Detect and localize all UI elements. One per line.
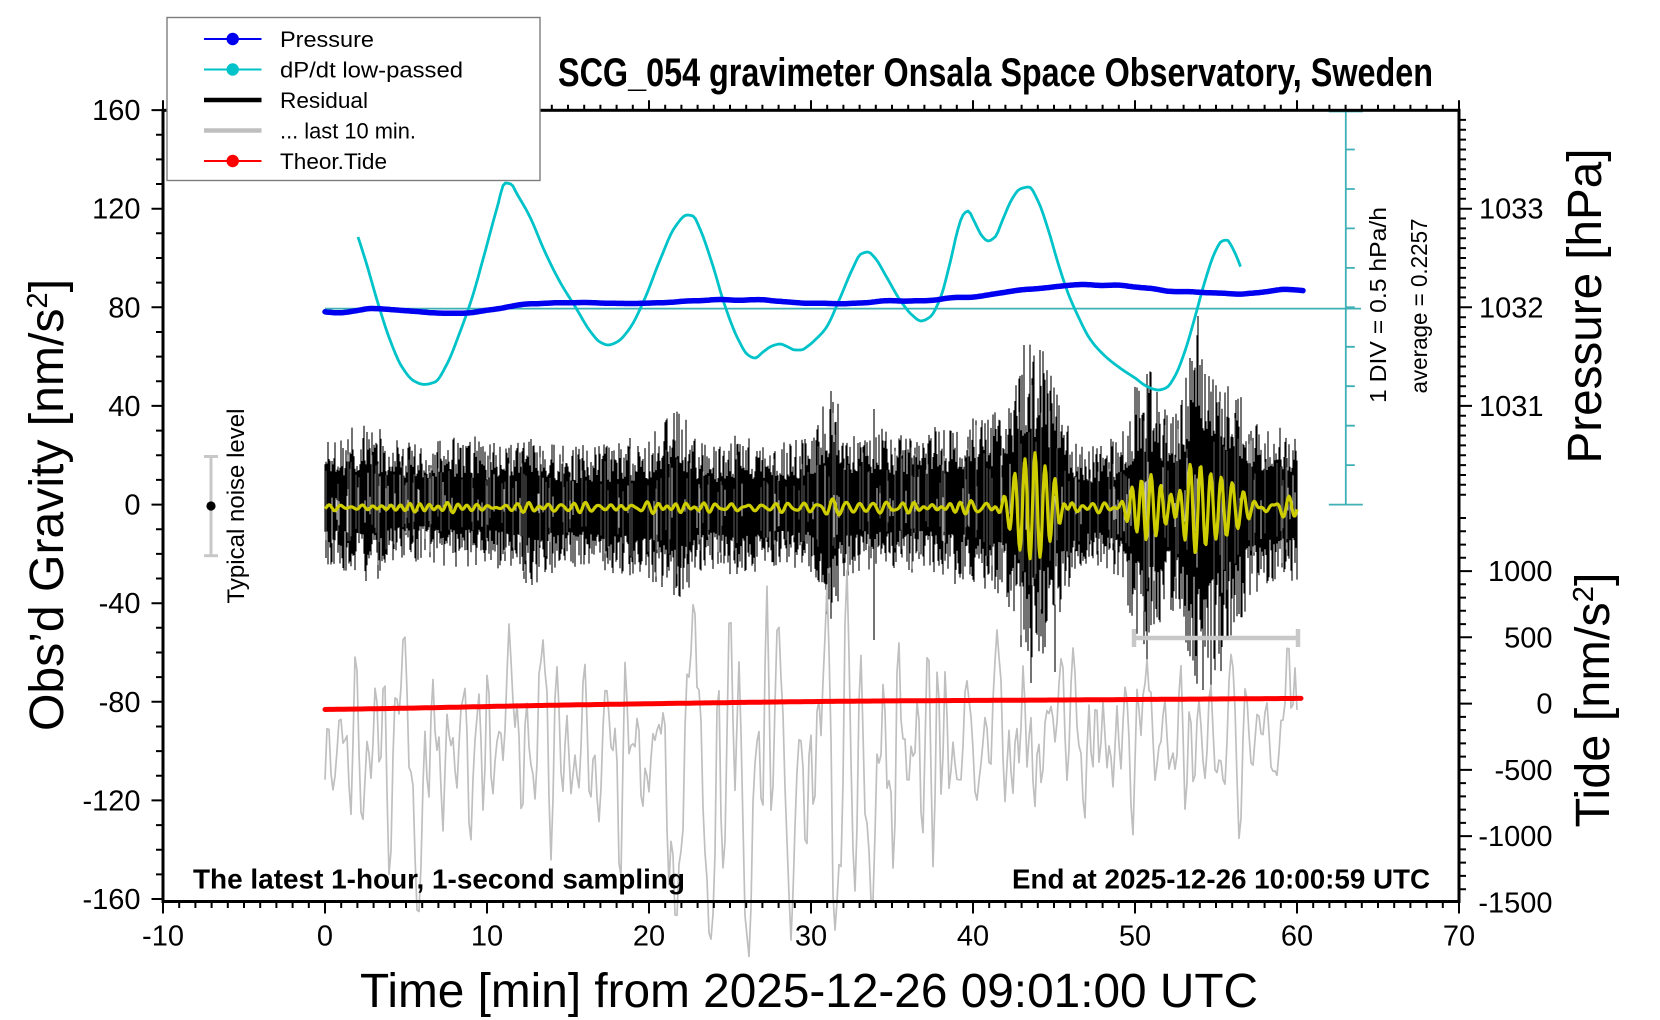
svg-text:40: 40 <box>957 921 989 953</box>
svg-text:-1000: -1000 <box>1478 821 1552 853</box>
svg-text:Residual: Residual <box>280 88 368 113</box>
svg-text:average = 0.2257: average = 0.2257 <box>1406 219 1432 394</box>
svg-text:1033: 1033 <box>1479 194 1544 226</box>
svg-text:60: 60 <box>1281 921 1313 953</box>
svg-text:-10: -10 <box>142 921 184 953</box>
svg-text:Time [min] from 2025-12-26 09:: Time [min] from 2025-12-26 09:01:00 UTC <box>360 965 1258 1018</box>
svg-text:160: 160 <box>92 95 140 127</box>
svg-text:Tide [nm/s2]: Tide [nm/s2] <box>1567 573 1620 828</box>
svg-text:Typical noise level: Typical noise level <box>223 409 250 604</box>
svg-text:1 DIV = 0.5 hPa/h: 1 DIV = 0.5 hPa/h <box>1365 207 1391 403</box>
svg-text:20: 20 <box>633 921 665 953</box>
svg-text:dP/dt low-passed: dP/dt low-passed <box>280 58 463 83</box>
svg-text:Theor.Tide: Theor.Tide <box>280 149 387 174</box>
svg-text:-160: -160 <box>82 884 140 916</box>
svg-text:70: 70 <box>1443 921 1475 953</box>
svg-text:80: 80 <box>108 292 140 324</box>
svg-text:10: 10 <box>471 921 503 953</box>
svg-text:1031: 1031 <box>1479 391 1544 423</box>
svg-text:SCG_054 gravimeter Onsala Spac: SCG_054 gravimeter Onsala Space Observat… <box>558 51 1433 95</box>
svg-text:The latest 1-hour, 1-second sa: The latest 1-hour, 1-second sampling <box>193 864 685 895</box>
svg-text:-500: -500 <box>1494 755 1552 787</box>
svg-text:-40: -40 <box>99 588 141 620</box>
svg-text:120: 120 <box>92 194 140 226</box>
svg-text:40: 40 <box>108 391 140 423</box>
svg-text:... last 10 min.: ... last 10 min. <box>280 119 416 144</box>
svg-text:-1500: -1500 <box>1478 887 1552 919</box>
svg-text:1032: 1032 <box>1479 292 1544 324</box>
svg-text:End at 2025-12-26 10:00:59 UTC: End at 2025-12-26 10:00:59 UTC <box>1012 864 1430 895</box>
svg-text:50: 50 <box>1119 921 1151 953</box>
svg-text:0: 0 <box>1536 689 1552 721</box>
svg-text:Pressure: Pressure <box>280 27 374 52</box>
svg-text:Obs’d Gravity [nm/s2]: Obs’d Gravity [nm/s2] <box>21 279 74 731</box>
svg-text:-80: -80 <box>99 687 141 719</box>
svg-text:-120: -120 <box>82 785 140 817</box>
svg-text:0: 0 <box>124 490 140 522</box>
svg-text:500: 500 <box>1504 622 1552 654</box>
svg-text:0: 0 <box>317 921 333 953</box>
svg-text:Pressure [hPa]: Pressure [hPa] <box>1559 149 1612 464</box>
svg-text:1000: 1000 <box>1488 556 1553 588</box>
svg-text:30: 30 <box>795 921 827 953</box>
